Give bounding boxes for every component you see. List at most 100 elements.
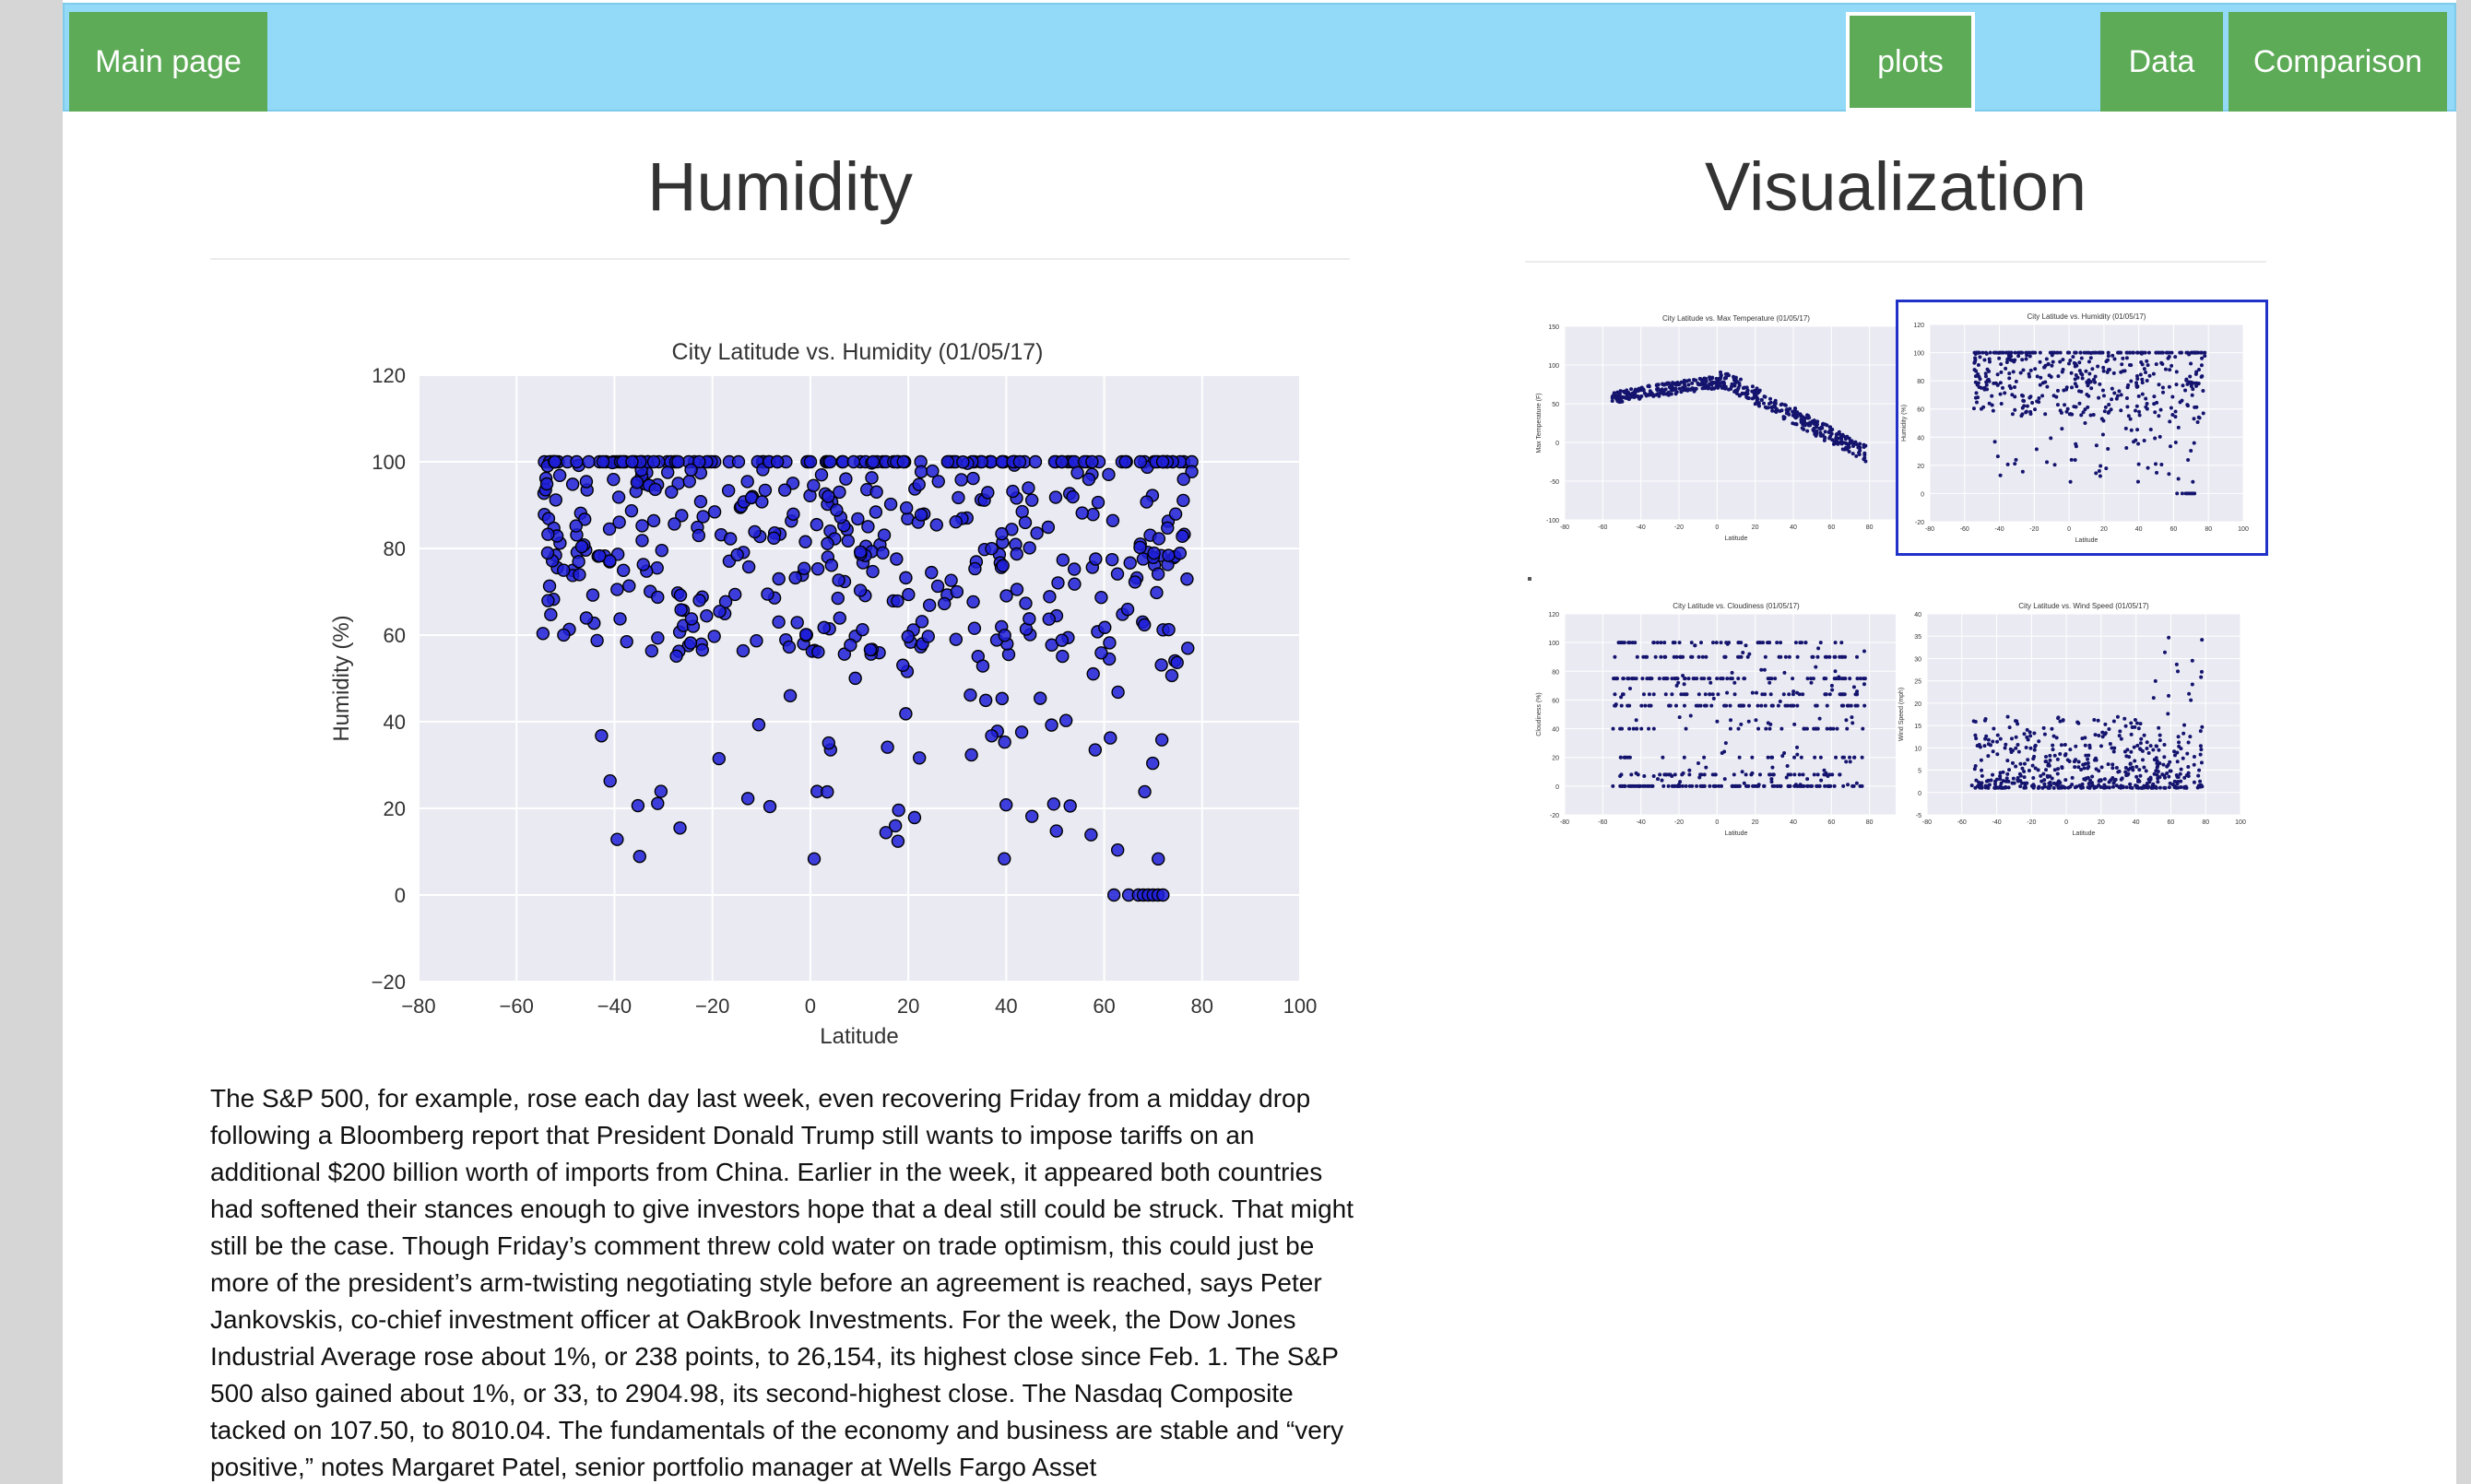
thumbnail-data-point <box>2009 749 2014 754</box>
data-point <box>613 612 627 626</box>
thumbnail-y-tick: 5 <box>1918 769 1921 775</box>
thumbnail-data-point <box>2168 419 2172 424</box>
thumbnail-data-point <box>1828 783 1833 788</box>
thumbnail-data-point <box>1830 438 1835 442</box>
data-point <box>966 595 980 609</box>
thumbnail-data-point <box>2194 381 2199 385</box>
thumbnail-data-point <box>1763 703 1768 708</box>
comparison-button[interactable]: Comparison <box>2229 12 2447 112</box>
thumbnail-data-point <box>2058 719 2063 724</box>
thumbnail-data-point <box>1639 726 1644 731</box>
thumbnail-data-point <box>1770 703 1775 708</box>
thumbnail-data-point <box>2021 368 2026 372</box>
data-point <box>695 642 709 657</box>
data-point <box>975 659 990 673</box>
thumbnail-data-point <box>2007 376 2012 381</box>
data-point <box>914 508 928 522</box>
thumbnail-data-point <box>1690 783 1695 788</box>
thumbnail-data-point <box>2074 442 2078 446</box>
thumbnail-data-point <box>2055 757 2060 761</box>
thumbnail-data-point <box>2045 460 2050 465</box>
thumbnail-data-point <box>2049 783 2053 787</box>
thumbnail-data-point <box>2055 388 2060 393</box>
plots-button[interactable]: plots <box>1846 12 1975 112</box>
thumbnail-data-point <box>1696 760 1700 765</box>
thumbnail-data-point <box>2176 425 2181 430</box>
thumbnail-data-point <box>1992 440 1997 444</box>
thumbnail-data-point <box>1983 371 1988 376</box>
data-points <box>536 454 1199 902</box>
main-page-button[interactable]: Main page <box>69 12 267 112</box>
thumbnail-data-point <box>1709 703 1714 708</box>
thumbnail-data-point <box>1644 394 1649 398</box>
data-point <box>1066 489 1080 504</box>
x-tick-label: 60 <box>1093 995 1115 1018</box>
thumbnail-data-point <box>2119 393 2123 397</box>
data-point <box>968 561 982 576</box>
thumbnail-data-point <box>1665 381 1670 385</box>
thumbnail-data-point <box>1973 719 1978 724</box>
thumbnail-data-point <box>2166 356 2170 360</box>
thumbnail-data-point <box>2028 350 2032 355</box>
thumbnail-data-point <box>1863 459 1868 464</box>
thumbnail-data-point <box>1858 445 1862 450</box>
thumbnail-data-point <box>2020 469 2025 474</box>
thumbnail-data-point <box>2028 734 2033 738</box>
data-point <box>1045 718 1058 732</box>
thumbnail-data-point <box>2101 785 2106 790</box>
thumbnail-data-point <box>2056 715 2061 720</box>
thumbnail-data-point <box>2076 765 2081 770</box>
thumbnail-data-point <box>2167 774 2171 779</box>
thumbnail-data-point <box>1649 783 1654 788</box>
data-point <box>1084 828 1098 842</box>
thumbnail-data-point <box>1780 754 1785 759</box>
thumbnail-data-point <box>1835 726 1839 731</box>
thumbnail-data-point <box>1732 692 1737 697</box>
thumbnail-data-point <box>1714 376 1719 381</box>
thumbnail-data-point <box>1663 692 1668 697</box>
thumbnail-data-point <box>2164 350 2169 355</box>
data-point <box>668 517 681 531</box>
thumbnail-cloudiness[interactable]: City Latitude vs. Cloudiness (01/05/17) -… <box>1533 597 1935 841</box>
thumbnail-data-point <box>1640 783 1645 788</box>
thumbnail-data-point <box>1695 783 1699 788</box>
thumbnail-wind-speed[interactable]: City Latitude vs. Wind Speed (01/05/17) -… <box>1896 597 2268 841</box>
thumbnail-data-point <box>1656 777 1661 782</box>
data-point <box>1091 495 1105 510</box>
data-point <box>863 642 878 657</box>
thumbnail-data-point <box>2094 471 2099 476</box>
thumbnail-data-point <box>1633 387 1637 392</box>
data-point <box>723 532 738 546</box>
thumbnail-y-tick: 50 <box>1552 402 1559 408</box>
thumbnail-data-point <box>2031 775 2036 780</box>
thumbnail-data-point <box>2080 376 2085 381</box>
thumbnail-max-temperature[interactable]: City Latitude vs. Max Temperature (01/05… <box>1533 306 1935 549</box>
thumbnail-data-point <box>1847 449 1851 453</box>
thumbnail-humidity[interactable]: City Latitude vs. Humidity (01/05/17) -80… <box>1896 300 2268 556</box>
data-point <box>669 649 683 663</box>
thumbnail-data-point <box>2022 775 2027 780</box>
thumbnail-data-point <box>1674 654 1679 659</box>
thumbnail-data-point <box>2142 733 2146 737</box>
thumbnail-data-point <box>2155 470 2159 475</box>
thumbnail-y-tick: -5 <box>1916 813 1921 819</box>
thumbnail-data-point <box>1702 772 1707 777</box>
data-point <box>1046 797 1061 811</box>
thumbnail-data-point <box>1610 399 1614 404</box>
thumbnail-x-tick: 60 <box>1827 524 1835 531</box>
thumbnail-data-point <box>1677 783 1682 788</box>
thumbnail-data-point <box>2138 722 2143 726</box>
thumbnail-data-point <box>2013 395 2017 399</box>
thumbnail-data-point <box>2092 717 2097 722</box>
thumbnail-data-point <box>1674 677 1679 681</box>
data-button[interactable]: Data <box>2100 12 2223 112</box>
thumbnail-data-point <box>1987 369 1992 373</box>
thumbnail-data-point <box>2032 754 2037 759</box>
thumbnail-data-point <box>2084 753 2088 758</box>
thumbnail-data-point <box>2025 353 2029 358</box>
thumbnail-data-point <box>1862 451 1867 455</box>
data-point <box>1075 506 1089 520</box>
thumbnail-data-point <box>2101 369 2106 373</box>
thumbnail-data-point <box>1755 386 1759 391</box>
thumbnail-data-point <box>1855 689 1860 694</box>
